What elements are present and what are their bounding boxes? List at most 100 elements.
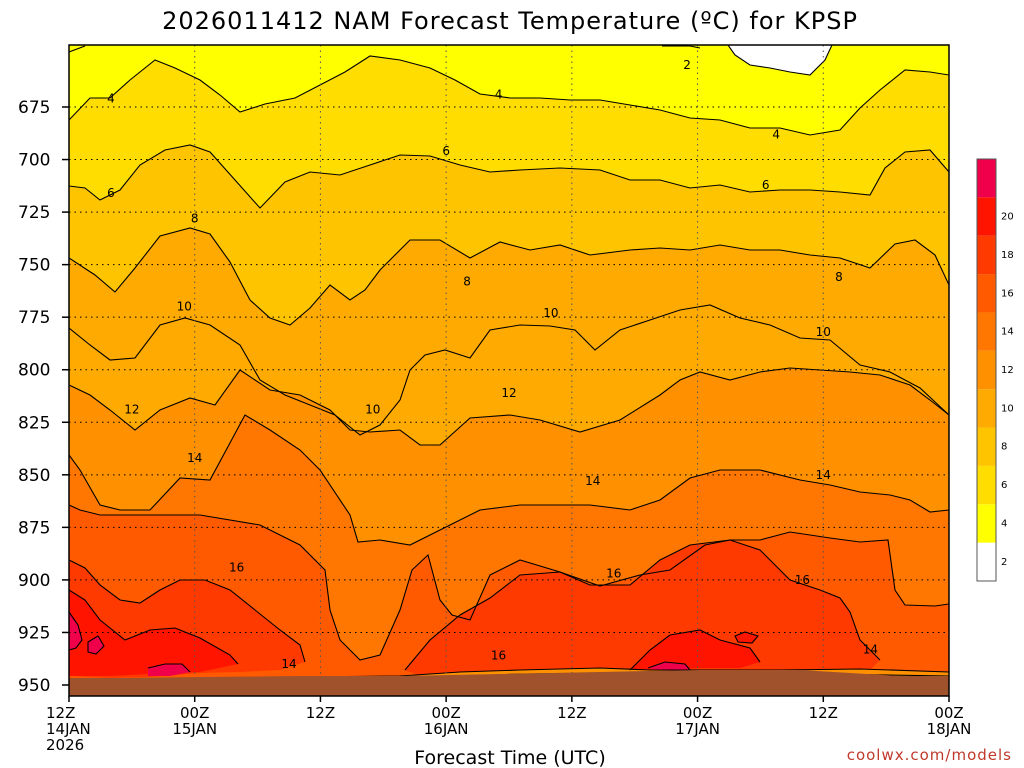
y-tick-label-9: 900 [18, 571, 50, 591]
plot-area: 2 4 4 4 6 6 6 8 8 8 10 10 10 10 12 12 14 14 14 14 14 16 16 16 16 [69, 45, 949, 696]
colorbar-label-0: 2 [1001, 557, 1007, 568]
contour-8 [69, 227, 949, 326]
contour-labels: 2 4 4 4 6 6 6 8 8 8 10 10 10 10 12 12 14 14 14 14 14 16 16 16 16 [107, 58, 878, 671]
contour-label-0: 2 [683, 58, 691, 72]
contour-label-14: 12 [124, 403, 139, 417]
y-tick-label-10: 925 [18, 623, 50, 643]
colorbar-label-6: 14 [1001, 327, 1014, 338]
colorbar-swatch-10 [977, 159, 996, 198]
colorbar: 2 4 6 8 10 12 14 16 18 20 [976, 158, 1014, 582]
y-tick-label-6: 825 [18, 413, 50, 433]
x-tick-label-1-2: 15JAN [172, 720, 217, 738]
colorbar-label-8: 18 [1001, 250, 1014, 261]
contour-label-8: 8 [463, 274, 471, 288]
contour-label-12: 10 [543, 306, 558, 320]
contour-2 [69, 45, 833, 76]
x-tick-label-6-1: 12Z [809, 704, 838, 722]
colorbar-swatch-0 [977, 542, 996, 581]
contour-label-20: 14 [863, 642, 878, 656]
contour-12 [69, 367, 949, 446]
contour-15 [69, 504, 949, 661]
colorbar-swatch-3 [977, 427, 996, 466]
x-tick-label-1-1: 00Z [180, 704, 209, 722]
contour-label-6: 6 [762, 178, 770, 192]
contour-label-16: 14 [187, 451, 202, 465]
band-fill-below-2 [728, 45, 832, 75]
contour-18 [69, 589, 761, 671]
plot-frame [68, 44, 950, 697]
contour-20 [69, 611, 759, 673]
colorbar-frame [976, 158, 997, 582]
colorbar-label-1: 4 [1001, 519, 1007, 530]
y-tick-label-4: 775 [18, 308, 50, 328]
x-tick-label-3-2: 16JAN [424, 720, 469, 738]
y-tick-label-3: 750 [18, 256, 50, 276]
x-tick-label-3-1: 00Z [431, 704, 460, 722]
x-tick-label-0-2: 14JAN [46, 720, 91, 738]
colorbar-swatch-2 [977, 465, 996, 505]
contour-label-18: 14 [816, 468, 831, 482]
x-tick-label-5-1: 00Z [683, 704, 712, 722]
band-fill-20-mid [148, 664, 190, 676]
contour-label-22: 16 [606, 567, 621, 581]
y-tick-label-7: 850 [18, 466, 50, 486]
contour-label-13: 10 [816, 325, 831, 339]
colorbar-label-7: 16 [1001, 288, 1014, 299]
contour-label-10: 10 [177, 300, 192, 314]
contour-6 [69, 144, 949, 209]
colorbar-swatch-4 [977, 389, 996, 428]
colorbar-label-4: 10 [1001, 403, 1014, 414]
y-tick-label-1: 700 [18, 151, 50, 171]
x-tick-label-5-2: 17JAN [675, 720, 720, 738]
colorbar-swatch-1 [977, 504, 996, 543]
y-tick-label-8: 875 [18, 518, 50, 538]
x-tick-label-7-2: 18JAN [927, 720, 972, 738]
band-fill-16-18-east [405, 540, 880, 676]
ground [69, 670, 949, 696]
contour-label-15: 12 [501, 386, 516, 400]
contour-label-7: 8 [191, 211, 199, 225]
contour-label-9: 8 [835, 270, 843, 284]
chart-title: 2026011412 NAM Forecast Temperature (ºC)… [162, 7, 858, 35]
colorbar-swatch-9 [977, 197, 996, 236]
contour-label-2: 4 [495, 87, 503, 101]
x-axis-label: Forecast Time (UTC) [414, 747, 605, 768]
colorbar-swatch-8 [977, 235, 996, 275]
contour-label-1: 4 [107, 92, 115, 106]
contour-lines [69, 45, 949, 683]
contour-14 [69, 414, 949, 546]
colorbar-label-9: 20 [1001, 212, 1014, 223]
contour-10 [69, 304, 949, 436]
contour-label-17: 14 [585, 474, 600, 488]
y-tick-label-2: 725 [18, 203, 50, 223]
gridlines [69, 45, 949, 696]
x-tick-label-0-3: 2026 [46, 736, 84, 754]
x-tick-label-7-1: 00Z [934, 704, 963, 722]
contour-label-3: 4 [772, 127, 780, 141]
y-tick-label-0: 675 [18, 98, 50, 118]
band-fill-20-west [69, 612, 82, 650]
band-fill-4-6 [69, 45, 949, 135]
band-fill-18-20-east [630, 630, 760, 670]
x-tick-label-2-1: 12Z [306, 704, 335, 722]
y-tick-label-11: 950 [18, 676, 50, 696]
contour-label-11: 10 [365, 403, 380, 417]
contour-label-21: 16 [229, 560, 244, 574]
contour-label-4: 6 [107, 186, 115, 200]
y-axis: 675 700 725 750 775 800 825 850 875 900 925 950 [18, 98, 69, 696]
colorbar-swatch-5 [977, 350, 996, 390]
contour-4 [69, 55, 949, 136]
contour-label-23: 16 [795, 573, 810, 587]
x-tick-label-4-1: 12Z [557, 704, 586, 722]
colorbar-label-3: 8 [1001, 442, 1007, 453]
contour-label-24: 16 [491, 649, 506, 663]
colorbar-label-2: 6 [1001, 480, 1007, 491]
contour-label-5: 6 [442, 144, 450, 158]
colorbar-swatch-6 [977, 312, 996, 351]
credit-text: coolwx.com/models [847, 746, 1012, 764]
band-fill-18-20-west [69, 590, 238, 676]
y-tick-label-5: 800 [18, 361, 50, 381]
contour-label-19: 14 [281, 657, 296, 671]
